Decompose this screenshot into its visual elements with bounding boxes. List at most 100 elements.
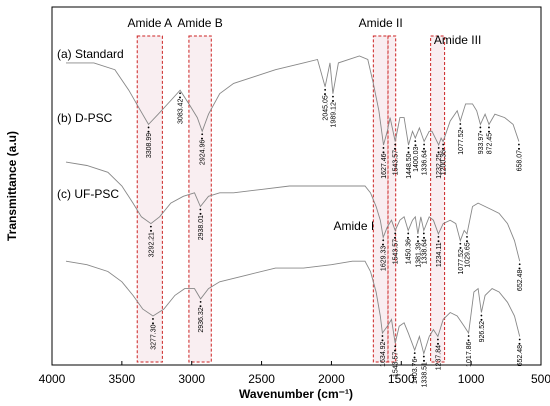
- series-line-2: [65, 161, 521, 262]
- x-tick-label: 500: [531, 372, 550, 386]
- region-amide-b: [188, 35, 212, 363]
- amide-regions: [136, 35, 446, 363]
- peak-marker: [459, 123, 462, 125]
- peak-label: 3277.30•: [151, 321, 158, 349]
- peak-marker: [394, 143, 397, 146]
- peak-marker: [479, 126, 482, 129]
- peak-label: 1448.50•: [406, 150, 413, 178]
- peak-label: 652.48•: [517, 267, 524, 291]
- x-tick-label: 3000: [178, 372, 205, 386]
- region-amide-iii: [430, 35, 446, 363]
- peak-marker: [414, 140, 417, 143]
- region-amide-ii: [372, 35, 389, 363]
- peak-marker: [381, 335, 384, 337]
- peak-label: 933.97•: [478, 130, 485, 154]
- peak-marker: [199, 208, 202, 211]
- peak-label: 1200.36•: [441, 147, 448, 175]
- peak-marker: [147, 126, 150, 129]
- series-label-2: (b) D-PSC: [57, 111, 113, 125]
- peak-label: 652.48•: [517, 342, 524, 366]
- region-amide-i: [387, 35, 397, 363]
- series-labels: (a) Standard (b) D-PSC (c) UF-PSC: [57, 47, 124, 201]
- peak-marker: [467, 335, 470, 337]
- peak-label: 1543.57•: [393, 349, 400, 377]
- peak-label: 1234.11•: [436, 239, 443, 267]
- peak-marker: [518, 143, 520, 146]
- x-tick-label: 3500: [109, 372, 136, 386]
- peak-marker: [518, 338, 521, 341]
- peak-label: 1381.39•: [415, 239, 422, 267]
- peak-label: 2936.32•: [198, 304, 205, 332]
- peak-label: 872.45•: [487, 130, 494, 154]
- peak-label: 1989.12•: [330, 99, 337, 127]
- peak-label: 1232.25•: [436, 150, 443, 178]
- series-line-3: [65, 260, 521, 356]
- peak-label: 658.07•: [516, 147, 523, 171]
- peak-marker: [332, 95, 334, 98]
- peak-label: 2924.96•: [200, 137, 207, 165]
- peak-label: 3308.99•: [146, 130, 153, 158]
- peak-label: 1336.64•: [422, 147, 429, 175]
- region-labels: Amide A Amide B Amide II Amide I Amide III: [127, 16, 481, 233]
- peak-marker: [407, 232, 410, 235]
- peak-label: 3083.42•: [178, 96, 185, 124]
- peak-label: 1017.86•: [466, 339, 473, 367]
- region-label-amide-b: Amide B: [177, 16, 222, 30]
- peak-label: 1403.76•: [412, 356, 419, 384]
- peak-marker: [459, 242, 462, 245]
- x-tick-label: 4000: [39, 372, 66, 386]
- region-label-amide-ii: Amide II: [359, 16, 403, 30]
- peak-label: 1543.57•: [393, 147, 400, 175]
- peak-label: 1237.84•: [435, 342, 442, 370]
- peak-marker: [394, 345, 397, 348]
- peak-marker: [413, 352, 416, 355]
- series-line-1: [66, 55, 520, 147]
- peak-marker: [480, 314, 483, 317]
- x-ticks: 4000 3500 3000 2500 2000 1500 1000 500: [39, 361, 550, 386]
- peak-label: 1627.46•: [381, 150, 388, 178]
- region-label-amide-iii: Amide III: [434, 33, 481, 47]
- peak-marker: [152, 318, 154, 320]
- peak-marker: [382, 239, 385, 242]
- peak-label: 3292.21•: [148, 229, 155, 257]
- peak-marker: [324, 88, 327, 91]
- peak-marker: [416, 235, 419, 238]
- x-tick-label: 2500: [248, 372, 275, 386]
- peak-label: 926.52•: [479, 318, 486, 342]
- peak-labels: 3308.99• 3083.42• 2924.96• 2045.05• 1989.12•…: [146, 88, 524, 387]
- x-axis-title: Wavenumber (cm⁻¹): [239, 387, 353, 401]
- peak-marker: [179, 92, 181, 95]
- region-amide-a: [136, 35, 163, 363]
- plot-frame: [51, 6, 542, 366]
- axes: [51, 6, 542, 366]
- series-label-1: (a) Standard: [57, 47, 124, 61]
- y-axis-title: Transmittance (a.u): [5, 131, 19, 241]
- region-label-amide-a: Amide A: [127, 16, 172, 30]
- x-tick-label: 1500: [388, 372, 415, 386]
- peak-marker: [394, 232, 397, 235]
- x-tick-label: 1000: [458, 372, 485, 386]
- peak-marker: [199, 300, 202, 303]
- peak-marker: [382, 147, 385, 149]
- peak-label: 1450.36•: [406, 236, 413, 264]
- peak-label: 1338.51•: [421, 359, 428, 387]
- peak-label: 2045.05•: [323, 92, 330, 120]
- peak-marker: [488, 126, 490, 129]
- peak-marker: [407, 147, 410, 149]
- peak-marker: [442, 143, 445, 146]
- peak-label: 1338.64•: [421, 236, 428, 264]
- peak-label: 1029.65•: [465, 239, 472, 267]
- peak-marker: [437, 235, 440, 238]
- region-label-amide-i: Amide I: [334, 219, 375, 233]
- peak-label: 1400.03•: [413, 144, 420, 172]
- peak-marker: [422, 355, 425, 358]
- peak-label: 1543.57•: [393, 236, 400, 264]
- peak-marker: [422, 232, 425, 235]
- x-tick-label: 2000: [318, 372, 345, 386]
- peak-label: 1077.52•: [458, 126, 465, 154]
- peak-marker: [201, 133, 204, 136]
- peak-label: 1077.52•: [458, 246, 465, 274]
- series-label-3: (c) UF-PSC: [57, 187, 119, 201]
- peak-marker: [466, 235, 468, 238]
